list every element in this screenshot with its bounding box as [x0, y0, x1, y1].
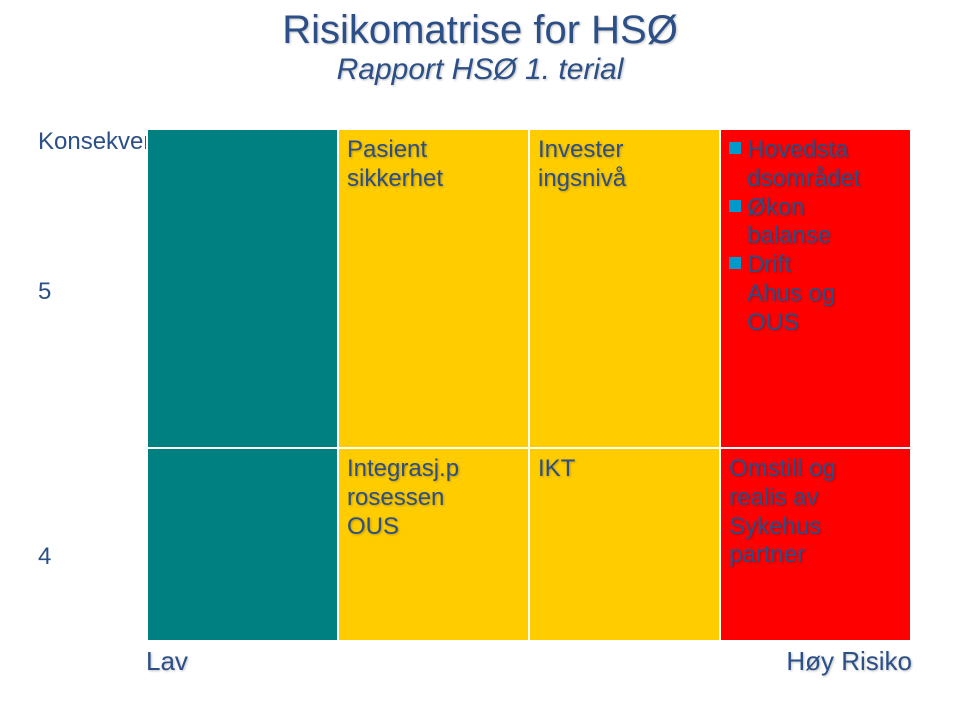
cell-text: IKT [538, 455, 711, 484]
cell-text: Omstill ogrealis avSykehuspartner [729, 455, 902, 570]
matrix-cell: Pasientsikkerhet [339, 130, 528, 449]
matrix-cell: Omstill ogrealis avSykehuspartner [721, 449, 910, 640]
title-block: Risikomatrise for HSØ Rapport HSØ 1. ter… [0, 8, 960, 87]
title-line-2: Rapport HSØ 1. terial [0, 53, 960, 87]
cell-text: Pasientsikkerhet [347, 136, 520, 194]
matrix-area: Konsekvens 5 4 Pasientsikkerhet Integrasj… [38, 120, 912, 690]
cell-text: Investeringsnivå [538, 136, 711, 194]
row-label-5: 5 [38, 278, 51, 306]
matrix-col: HovedstadsområdetØkonbalanseDriftAhus og… [721, 130, 910, 640]
cell-text: Integrasj.prosessenOUS [347, 455, 520, 541]
axis-bottom-right: Høy Risiko [786, 646, 912, 677]
matrix-col [148, 130, 339, 640]
axis-left: Konsekvens 5 4 [38, 128, 146, 174]
bullet-square-icon [729, 142, 741, 154]
matrix-cell: Investeringsnivå [530, 130, 719, 449]
title-line-1: Risikomatrise for HSØ [0, 8, 960, 53]
bullet-item: DriftAhus ogOUS [729, 251, 902, 337]
matrix-col: Pasientsikkerhet Integrasj.prosessenOUS [339, 130, 530, 640]
bullet-text: Økonbalanse [747, 194, 831, 252]
bullet-square-icon [729, 257, 741, 269]
bullet-text: Hovedstadsområdet [747, 136, 860, 194]
matrix-cell [148, 449, 337, 640]
matrix-cell: Integrasj.prosessenOUS [339, 449, 528, 640]
axis-bottom: Lav Høy Risiko [146, 646, 912, 690]
risk-matrix: PasientsikkerhetIntegrasj.prosessenOUSIn… [146, 128, 912, 642]
axis-bottom-left: Lav [146, 646, 188, 677]
bullet-item: Hovedstadsområdet [729, 136, 902, 194]
bullet-item: Økonbalanse [729, 194, 902, 252]
bullet-square-icon [729, 200, 741, 212]
matrix-cell [148, 130, 337, 449]
consequence-label: Konsekvens [38, 128, 146, 174]
matrix-col: Investeringsnivå IKT [530, 130, 721, 640]
matrix-cell: IKT [530, 449, 719, 640]
matrix-cell: HovedstadsområdetØkonbalanseDriftAhus og… [721, 130, 910, 449]
bullet-text: DriftAhus ogOUS [747, 251, 835, 337]
row-label-4: 4 [38, 543, 51, 571]
